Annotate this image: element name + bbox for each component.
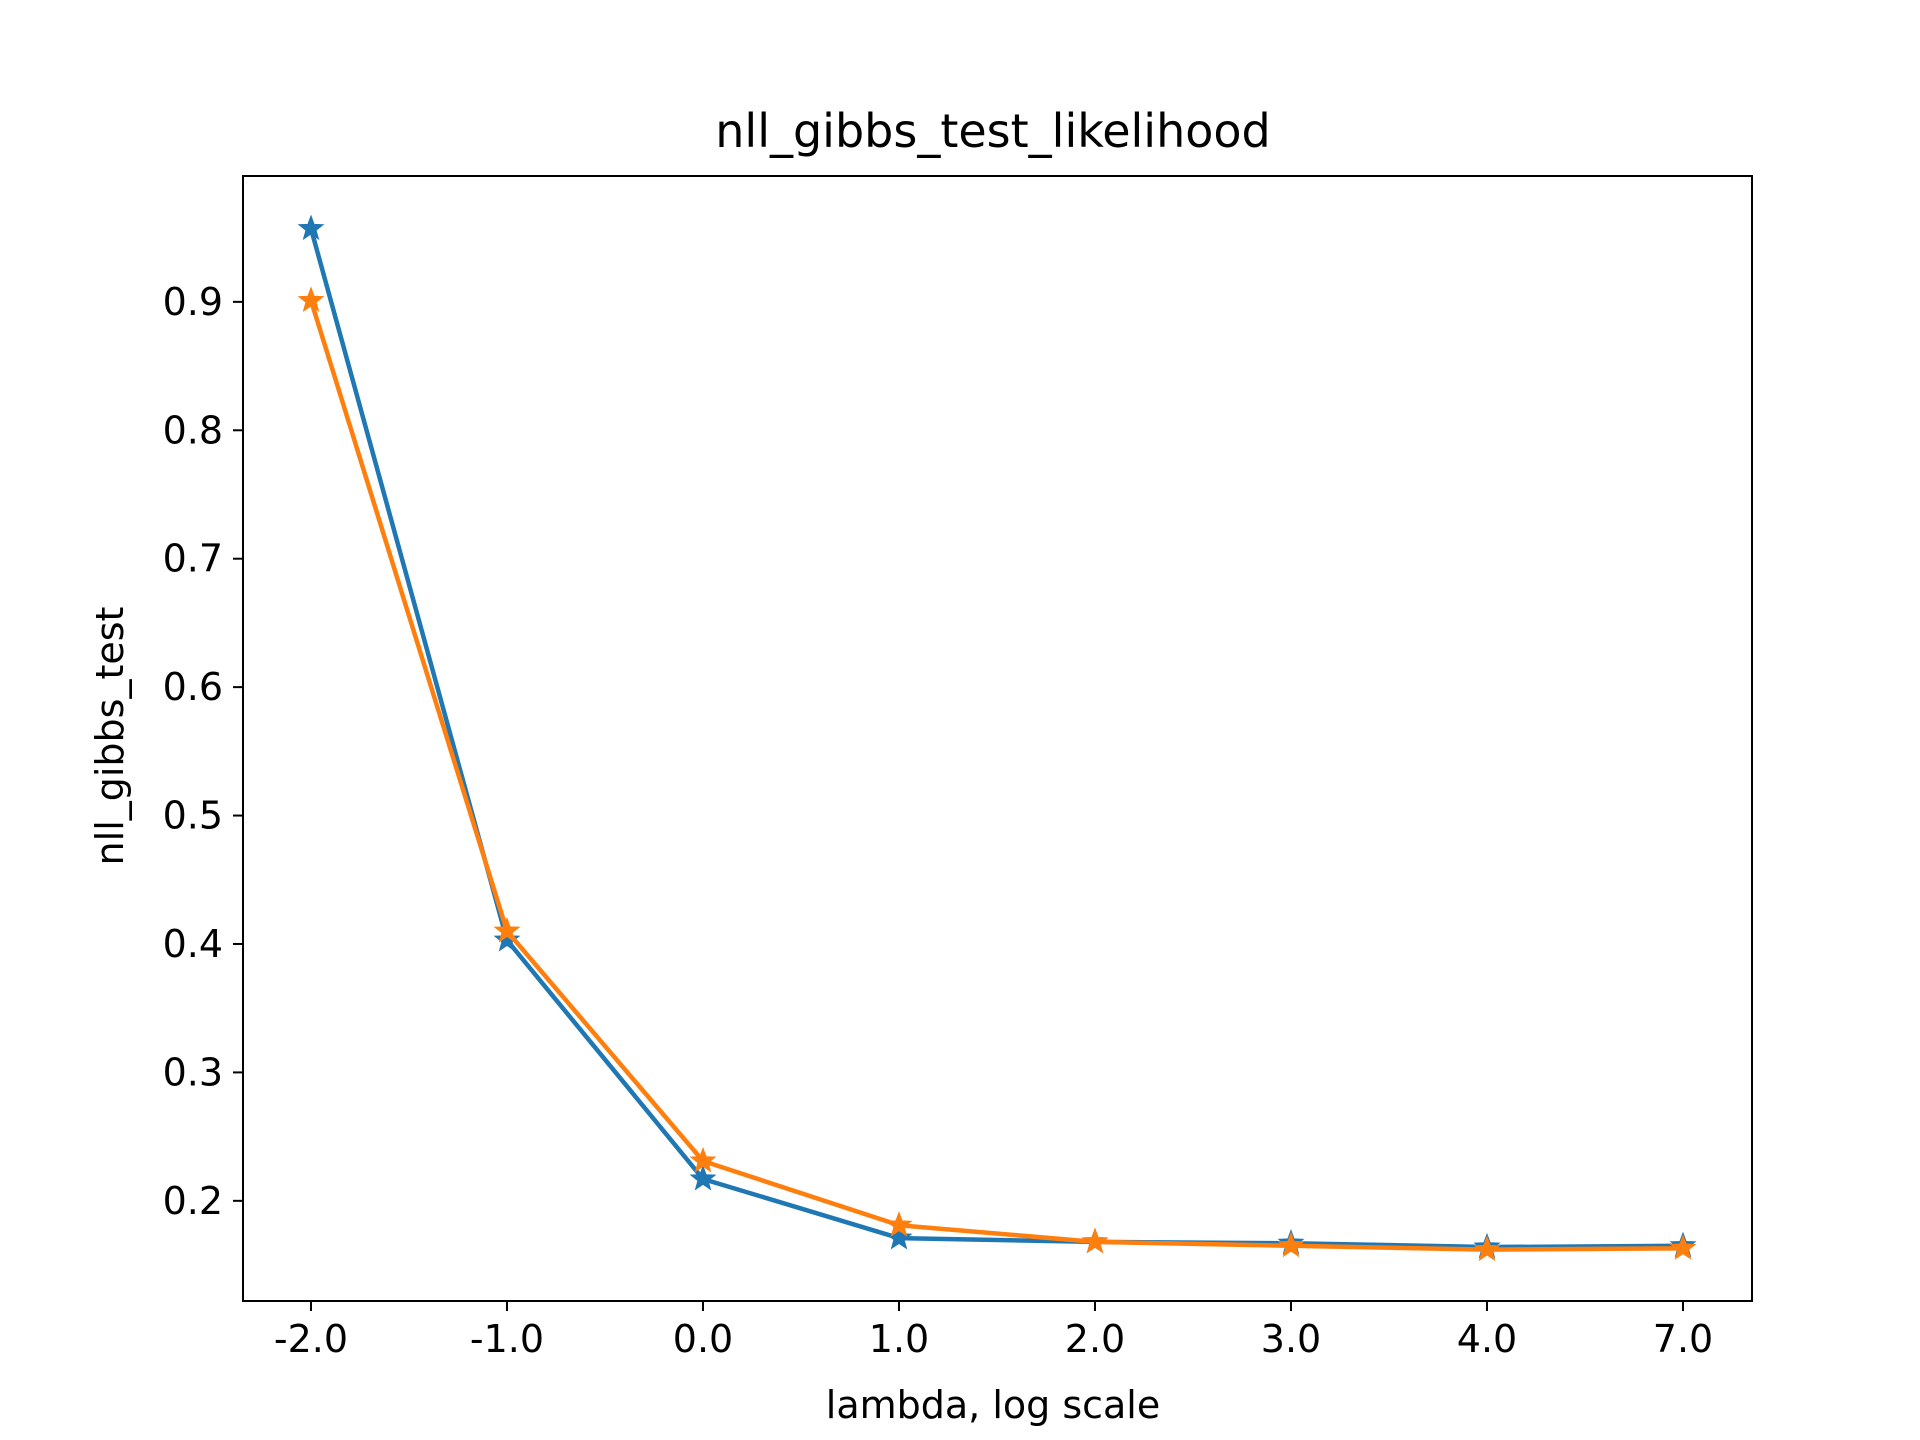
y-tick-label: 0.5 — [163, 794, 223, 838]
plot-area: -2.0 -1.0 0.0 1.0 2.0 3.0 4.0 7.0 0.2 0.3 0.4 0.5 0.… — [163, 175, 1753, 1361]
series-1-point — [885, 1223, 913, 1250]
x-tick-label: 0.0 — [673, 1317, 733, 1361]
x-tick-label: -1.0 — [470, 1317, 544, 1361]
series-1-point — [689, 1164, 717, 1191]
x-axis-label: lambda, log scale — [826, 1383, 1160, 1427]
x-tick-label: 4.0 — [1457, 1317, 1517, 1361]
x-tick-label: 7.0 — [1653, 1317, 1713, 1361]
y-tick-label: 0.7 — [163, 537, 223, 581]
y-axis-label: nll_gibbs_test — [88, 607, 132, 866]
y-tick-label: 0.9 — [163, 280, 223, 324]
x-tick-label: 1.0 — [869, 1317, 929, 1361]
series-2-point — [1081, 1227, 1109, 1254]
series-line-1 — [308, 228, 1684, 1250]
y-tick-label: 0.2 — [163, 1179, 223, 1223]
series-line-2 — [308, 299, 1684, 1252]
series-2-point — [1277, 1231, 1305, 1258]
series-2-point — [493, 916, 521, 943]
x-tick-label: -2.0 — [274, 1317, 348, 1361]
series-1-point — [297, 214, 325, 241]
y-tick-label: 0.8 — [163, 408, 223, 452]
series-2-point — [1473, 1235, 1501, 1262]
series-2-point — [689, 1146, 717, 1173]
y-tick-label: 0.3 — [163, 1050, 223, 1094]
series-2-point — [1669, 1234, 1697, 1260]
x-tick-label: 3.0 — [1261, 1317, 1321, 1361]
series-2-point — [885, 1211, 913, 1237]
y-tick-label: 0.4 — [163, 922, 223, 966]
y-tick-label: 0.6 — [163, 665, 223, 709]
plot-frame — [242, 175, 1753, 1302]
x-tick-label: 2.0 — [1065, 1317, 1125, 1361]
series-2-point — [297, 286, 325, 313]
chart-title: nll_gibbs_test_likelihood — [715, 104, 1270, 158]
series-1-point — [493, 925, 521, 952]
